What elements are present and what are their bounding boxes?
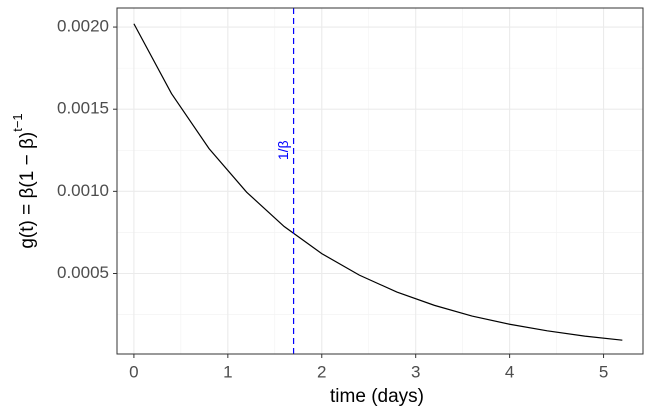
- y-tick-label: 0.0005: [57, 263, 109, 282]
- y-axis-label-sup: t−1: [10, 113, 25, 131]
- y-tick-label: 0.0020: [57, 17, 109, 36]
- y-axis-label: g(t) = β(1 − β)t−1: [10, 113, 38, 248]
- x-tick-label: 1: [223, 362, 232, 381]
- plot-border: [116, 7, 644, 355]
- x-tick-label: 0: [129, 362, 138, 381]
- line: [133, 23, 623, 341]
- x-axis-label: time (days): [330, 386, 424, 407]
- y-tick-label: 0.0010: [57, 181, 109, 200]
- y-axis-label-main: g(t) = β(1 − β): [17, 132, 38, 249]
- x-tick-label: 5: [599, 362, 608, 381]
- vline-label: 1/β: [275, 140, 291, 160]
- x-tick-label: 3: [411, 362, 420, 381]
- y-tick-label: 0.0015: [57, 99, 109, 118]
- x-tick-label: 4: [505, 362, 514, 381]
- x-tick-label: 2: [317, 362, 326, 381]
